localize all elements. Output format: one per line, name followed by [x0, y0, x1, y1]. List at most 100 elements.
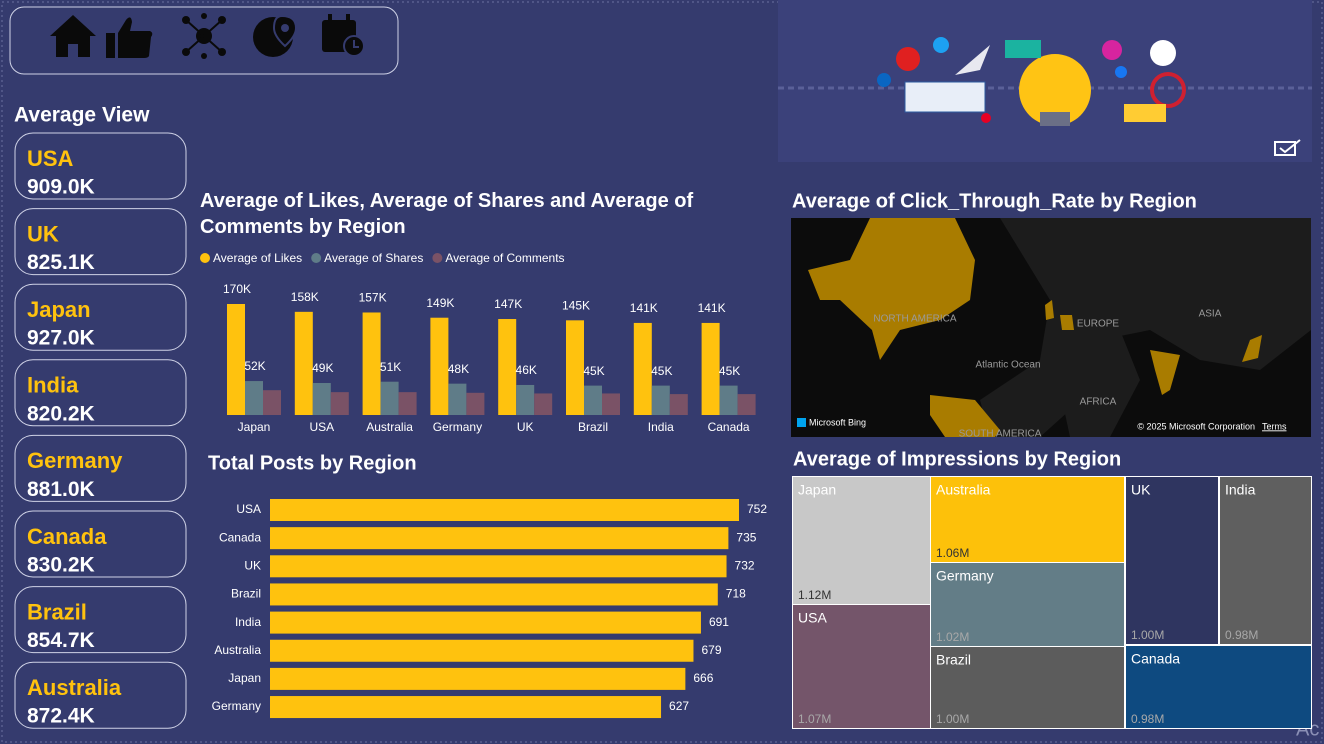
map-provider: Microsoft Bing: [809, 417, 866, 427]
bar: [270, 667, 686, 690]
data-label: 718: [726, 587, 746, 601]
data-label: 51K: [380, 360, 401, 374]
legend-label: Average of Likes: [213, 251, 302, 265]
data-label: 45K: [651, 364, 672, 378]
data-label: 158K: [291, 290, 319, 304]
treemap-tile: [931, 563, 1124, 646]
bar: [270, 583, 718, 606]
x-tick-label: Canada: [708, 420, 750, 434]
bar: [270, 527, 729, 550]
map-label: NORTH AMERICA: [873, 314, 956, 325]
bar: [633, 322, 652, 415]
bar: [263, 390, 281, 415]
legend-marker: [432, 253, 443, 263]
chart-title: Average of Click_Through_Rate by Region: [792, 190, 1197, 212]
legend-label: Average of Comments: [445, 251, 564, 265]
card-label: Japan: [27, 297, 91, 322]
treemap-tile: [1126, 477, 1218, 644]
home-icon[interactable]: [50, 15, 96, 57]
data-label: 46K: [516, 363, 537, 377]
card-label: Brazil: [27, 599, 87, 624]
tile-value: 1.12M: [798, 588, 831, 602]
card-label: Germany: [27, 448, 123, 473]
bar: [398, 392, 417, 415]
data-label: 679: [701, 643, 721, 657]
tile-value: 1.02M: [936, 630, 969, 644]
treemap-tile: [931, 647, 1124, 728]
card-value: 927.0K: [27, 327, 95, 350]
card-value: 881.0K: [27, 478, 95, 501]
data-label: 735: [736, 530, 756, 544]
map-region: [1045, 300, 1054, 320]
map-region: [1060, 315, 1074, 330]
data-label: 147K: [494, 297, 522, 311]
card: [14, 661, 187, 729]
map-region: [1150, 350, 1180, 395]
chart-title: Average of Impressions by Region: [793, 448, 1121, 470]
chart-title: Total Posts by Region: [208, 452, 417, 474]
data-label: 732: [735, 558, 755, 572]
tile-label: UK: [1131, 482, 1151, 498]
data-label: 45K: [583, 364, 604, 378]
x-tick-label: Germany: [433, 420, 482, 434]
map-land: [1060, 330, 1140, 437]
data-label: 666: [693, 671, 713, 685]
card-value: 830.2K: [27, 554, 95, 577]
y-tick-label: USA: [236, 502, 261, 516]
card-value: 820.2K: [27, 402, 95, 425]
x-tick-label: Japan: [238, 420, 271, 434]
card-value: 825.1K: [27, 251, 95, 274]
card-value: 909.0K: [27, 176, 95, 199]
x-tick-label: India: [648, 420, 674, 434]
y-tick-label: UK: [244, 558, 261, 572]
card: [14, 434, 187, 502]
bar: [245, 381, 263, 415]
bar: [701, 322, 720, 415]
card: [14, 359, 187, 427]
treemap-tile: [931, 477, 1124, 562]
tile-label: Brazil: [936, 652, 971, 668]
bar: [566, 320, 584, 415]
y-tick-label: Germany: [212, 699, 261, 713]
card-value: 872.4K: [27, 705, 95, 728]
map-terms[interactable]: Terms: [1262, 421, 1287, 431]
tile-value: 1.06M: [936, 546, 969, 560]
bar: [270, 611, 701, 634]
bar: [602, 393, 620, 415]
data-label: 48K: [448, 362, 469, 376]
bar: [270, 639, 694, 662]
data-label: 157K: [359, 291, 387, 305]
bar: [362, 312, 381, 415]
like-icon[interactable]: [106, 17, 153, 58]
tile-label: Australia: [936, 482, 991, 498]
bar: [312, 383, 331, 415]
globe-icon[interactable]: [253, 14, 298, 57]
tile-label: India: [1225, 482, 1256, 498]
bar: [737, 394, 756, 415]
x-tick-label: Brazil: [578, 420, 608, 434]
bar: [498, 319, 517, 415]
tile-label: Canada: [1131, 651, 1180, 667]
treemap-tile: [1126, 646, 1311, 728]
map-region: [1242, 335, 1262, 362]
tile-value: 0.98M: [1225, 628, 1258, 642]
y-tick-label: India: [235, 615, 261, 629]
legend-marker: [311, 253, 322, 263]
y-tick-label: Australia: [214, 643, 261, 657]
data-label: 52K: [244, 359, 265, 373]
card: [14, 586, 187, 654]
bar: [651, 385, 670, 415]
map-label: Atlantic Ocean: [975, 360, 1040, 371]
card-label: India: [27, 373, 79, 398]
bar: [270, 555, 727, 578]
network-icon[interactable]: [182, 13, 226, 59]
bar: [380, 381, 399, 415]
bar: [270, 696, 662, 719]
bar: [330, 392, 349, 415]
x-tick-label: UK: [517, 420, 534, 434]
data-label: 49K: [312, 361, 333, 375]
edit-icon[interactable]: [1274, 139, 1301, 156]
calendar-icon[interactable]: [322, 14, 365, 57]
